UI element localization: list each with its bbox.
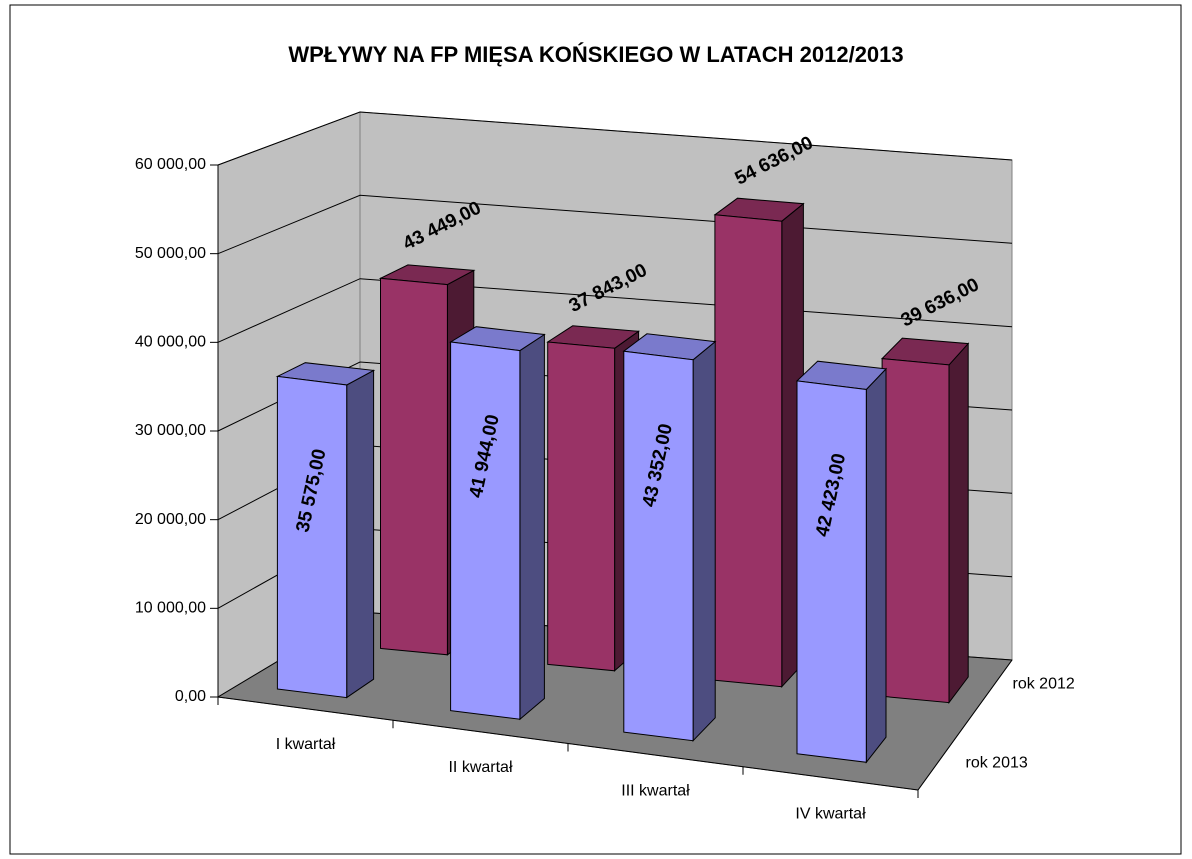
- bar-front: [623, 350, 694, 742]
- y-tick-label: 50 000,00: [135, 245, 206, 262]
- bar-side: [865, 367, 887, 764]
- y-tick-label: 60 000,00: [135, 156, 206, 173]
- bar-front: [547, 341, 616, 672]
- bar-front: [796, 380, 867, 763]
- x-tick-label: I kwartał: [276, 736, 336, 753]
- grid-line: [217, 111, 1013, 166]
- bar-front: [450, 341, 521, 720]
- bar-front: [881, 358, 950, 704]
- y-tick-label: 40 000,00: [135, 334, 206, 351]
- depth-axis: [917, 659, 1013, 791]
- bar-side: [519, 333, 545, 721]
- x-tick-label: III kwartał: [621, 782, 690, 799]
- depth-label: rok 2012: [1013, 676, 1075, 693]
- y-tick-label: 10 000,00: [135, 600, 206, 617]
- x-tick-label: II kwartał: [448, 759, 512, 776]
- bar-side: [948, 342, 969, 705]
- depth-label: rok 2013: [966, 755, 1028, 772]
- y-tick-label: 30 000,00: [135, 422, 206, 439]
- bar-front: [714, 214, 783, 688]
- y-tick-label: 0,00: [175, 688, 206, 705]
- y-tick-label: 20 000,00: [135, 511, 206, 528]
- chart-title: WPŁYWY NA FP MIĘSA KOŃSKIEGO W LATACH 20…: [288, 42, 903, 67]
- bar-side: [346, 369, 375, 699]
- bar-front: [276, 375, 348, 699]
- bar-front: [380, 277, 448, 656]
- x-tick-label: IV kwartał: [795, 806, 866, 823]
- bar-side: [692, 340, 716, 742]
